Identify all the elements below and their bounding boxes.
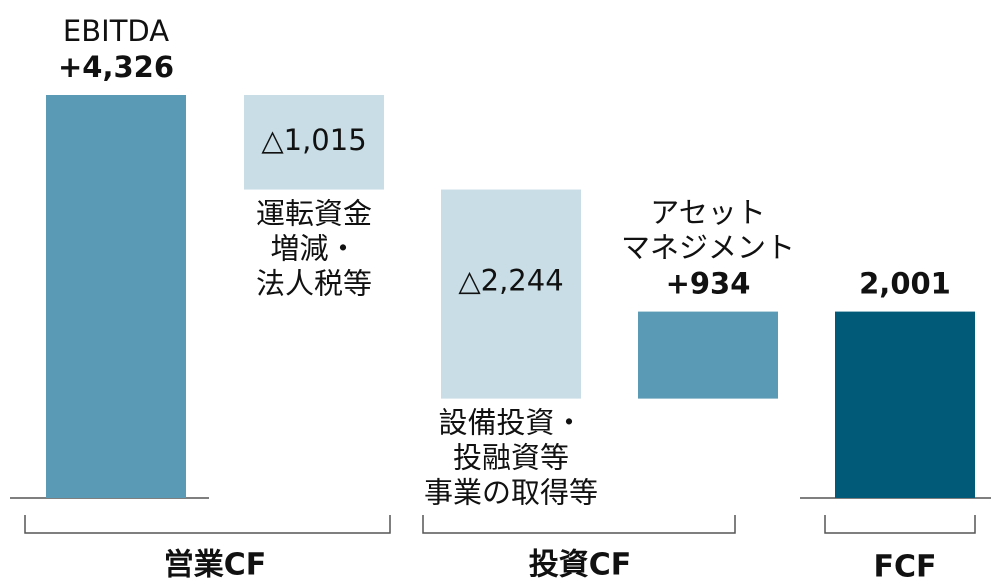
value-label: △1,015 [261,123,366,157]
bracket [422,515,736,534]
bracket [824,515,976,534]
category-label: アセットマネジメント [621,196,795,265]
category-label: 設備投資・投融資等事業の取得等 [424,406,598,510]
value-label: 2,001 [859,267,951,301]
group-label: 営業CF [164,548,267,583]
bracket [24,515,391,534]
bar [46,95,186,498]
bar [638,311,778,399]
group-label: FCF [873,550,936,584]
bar [835,311,975,498]
group-label: 投資CF [529,548,632,583]
value-label: +4,326 [58,50,174,84]
bar [441,189,581,399]
brackets [24,515,976,534]
category-label: 運転資金増減・法人税等 [256,197,372,301]
category-label: EBITDA [63,14,169,48]
value-label: +934 [666,267,751,301]
bar [244,95,384,190]
value-label: △2,244 [458,264,563,298]
